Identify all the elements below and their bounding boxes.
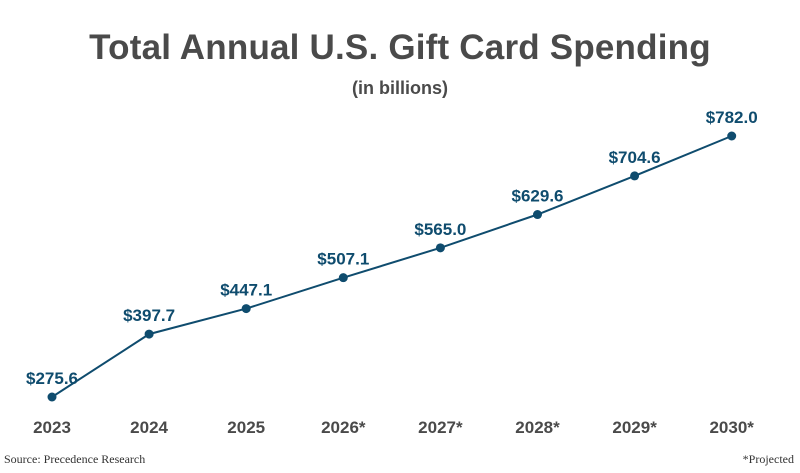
- data-label-2: $447.1: [220, 281, 272, 300]
- data-label-5: $629.6: [512, 187, 564, 206]
- x-tick-label-3: 2026*: [321, 418, 366, 437]
- data-point-3: [338, 273, 348, 283]
- data-label-6: $704.6: [609, 148, 661, 167]
- x-tick-label-7: 2030*: [709, 418, 754, 437]
- data-point-0: [47, 392, 57, 402]
- chart-title: Total Annual U.S. Gift Card Spending: [89, 28, 711, 67]
- data-point-6: [630, 171, 640, 181]
- data-label-4: $565.0: [414, 220, 466, 239]
- data-point-2: [241, 304, 251, 314]
- chart-subtitle: (in billions): [352, 78, 448, 98]
- data-point-7: [727, 131, 737, 141]
- x-tick-label-6: 2029*: [612, 418, 657, 437]
- series-line: [51, 135, 733, 398]
- projected-note: *Projected: [742, 452, 794, 466]
- x-axis-tick-layer: 2023 2024 2025 2026* 2027* 2028* 2029* 2030*: [33, 418, 754, 437]
- data-label-3: $507.1: [317, 250, 369, 269]
- series-line-layer: [51, 135, 733, 398]
- x-tick-label-0: 2023: [33, 418, 71, 437]
- data-label-0: $275.6: [26, 369, 78, 388]
- x-tick-label-2: 2025: [227, 418, 265, 437]
- data-label-layer: $275.6 $397.7 $447.1 $507.1 $565.0 $629.6 $704…: [26, 108, 758, 388]
- data-point-1: [144, 329, 154, 339]
- data-point-4: [435, 243, 445, 253]
- x-tick-label-1: 2024: [130, 418, 168, 437]
- data-label-1: $397.7: [123, 306, 175, 325]
- data-point-layer: [47, 131, 737, 402]
- data-point-5: [533, 210, 542, 220]
- data-label-7: $782.0: [706, 108, 758, 127]
- x-tick-label-5: 2028*: [515, 418, 560, 437]
- source-note: Source: Precedence Research: [4, 452, 146, 466]
- x-tick-label-4: 2027*: [418, 418, 463, 437]
